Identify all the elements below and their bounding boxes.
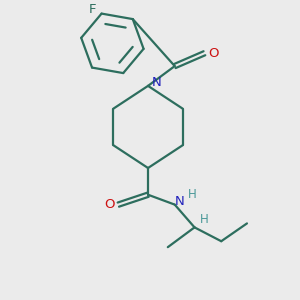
Text: O: O	[208, 47, 219, 60]
Text: O: O	[104, 198, 115, 211]
Text: H: H	[200, 213, 209, 226]
Text: F: F	[89, 3, 96, 16]
Text: N: N	[175, 195, 184, 208]
Text: N: N	[152, 76, 162, 89]
Text: H: H	[188, 188, 197, 201]
